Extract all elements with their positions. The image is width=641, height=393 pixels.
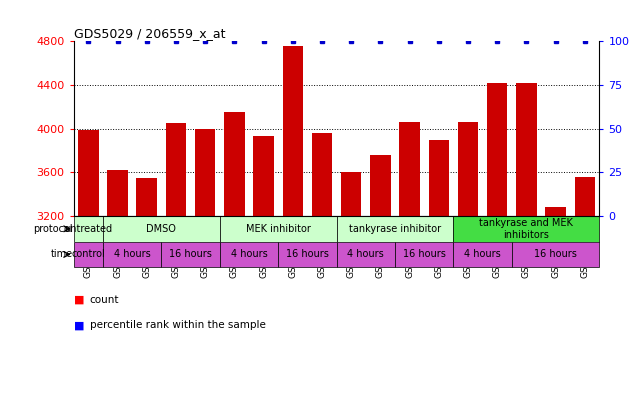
Bar [220,216,337,242]
Bar [341,172,362,216]
Bar [487,83,508,216]
Bar [399,122,420,216]
Text: ■: ■ [74,320,84,330]
Text: 16 hours: 16 hours [286,250,329,259]
Text: 16 hours: 16 hours [534,250,577,259]
Bar [162,242,220,267]
Bar [107,170,128,216]
Bar [165,123,186,216]
Text: 4 hours: 4 hours [231,250,267,259]
Text: 4 hours: 4 hours [464,250,501,259]
Bar [370,155,390,216]
Text: 16 hours: 16 hours [403,250,445,259]
Text: DMSO: DMSO [146,224,176,234]
Text: tankyrase and MEK
inhibitors: tankyrase and MEK inhibitors [479,218,573,240]
Text: tankyrase inhibitor: tankyrase inhibitor [349,224,441,234]
Bar [512,242,599,267]
Bar [74,216,103,242]
Bar [453,216,599,242]
Text: 4 hours: 4 hours [347,250,384,259]
Bar [312,133,332,216]
Bar [429,140,449,216]
Text: 4 hours: 4 hours [113,250,151,259]
Bar [516,83,537,216]
Bar [137,178,157,216]
Text: MEK inhibitor: MEK inhibitor [246,224,310,234]
Bar [337,242,395,267]
Text: count: count [90,295,119,305]
Text: time: time [51,250,73,259]
Bar [78,130,99,216]
Bar [220,242,278,267]
Bar [103,216,220,242]
Bar [278,242,337,267]
Text: 16 hours: 16 hours [169,250,212,259]
Bar [395,242,453,267]
Text: untreated: untreated [64,224,112,234]
Bar [574,177,595,216]
Bar [195,129,215,216]
Bar [545,207,566,216]
Text: ■: ■ [74,295,84,305]
Bar [103,242,162,267]
Bar [453,242,512,267]
Bar [74,242,103,267]
Bar [253,136,274,216]
Bar [458,122,478,216]
Bar [283,46,303,216]
Text: percentile rank within the sample: percentile rank within the sample [90,320,265,330]
Text: protocol: protocol [33,224,73,234]
Bar [337,216,453,242]
Text: GDS5029 / 206559_x_at: GDS5029 / 206559_x_at [74,27,225,40]
Bar [224,112,245,216]
Text: control: control [71,250,105,259]
